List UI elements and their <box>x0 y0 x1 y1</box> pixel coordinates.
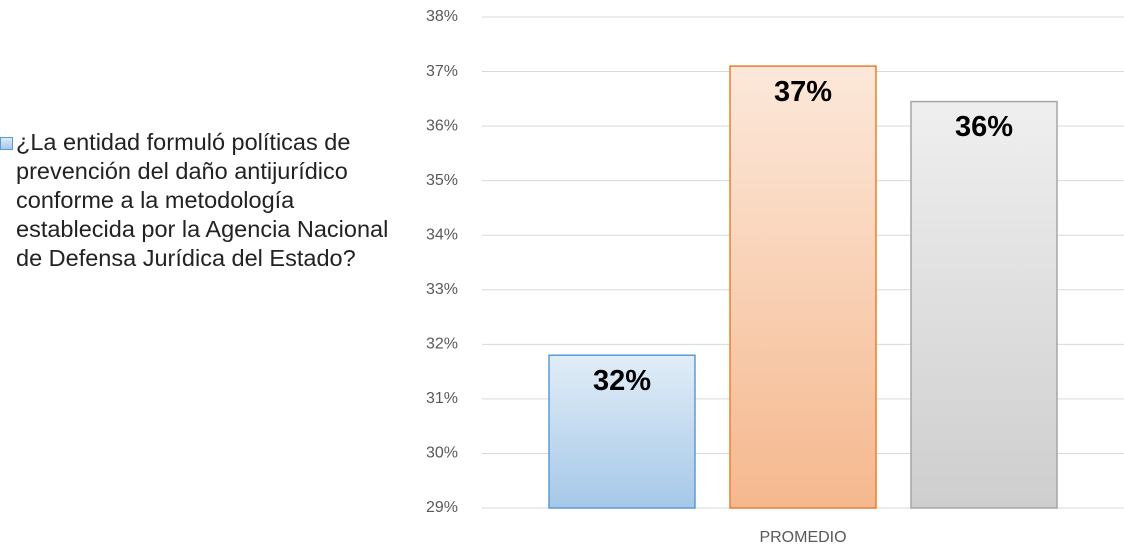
y-tick-label: 36% <box>426 117 458 134</box>
legend-label: ¿La entidad formuló políticas de prevenc… <box>16 129 389 271</box>
y-tick-label: 38% <box>426 8 458 25</box>
bar <box>910 100 1058 509</box>
data-label: 36% <box>955 111 1013 143</box>
data-label: 37% <box>774 76 832 108</box>
x-tick-label: PROMEDIO <box>759 529 846 546</box>
y-tick-label: 31% <box>426 390 458 407</box>
legend: ¿La entidad formuló políticas de prevenc… <box>0 128 392 273</box>
y-tick-label: 35% <box>426 172 458 189</box>
y-tick-label: 30% <box>426 445 458 462</box>
y-tick-label: 33% <box>426 281 458 298</box>
y-tick-label: 29% <box>426 499 458 516</box>
bar <box>548 354 696 509</box>
y-tick-label: 37% <box>426 63 458 80</box>
legend-swatch <box>0 137 13 150</box>
data-label: 32% <box>593 365 651 397</box>
bar <box>729 65 877 509</box>
y-tick-label: 32% <box>426 336 458 353</box>
y-tick-label: 34% <box>426 226 458 243</box>
